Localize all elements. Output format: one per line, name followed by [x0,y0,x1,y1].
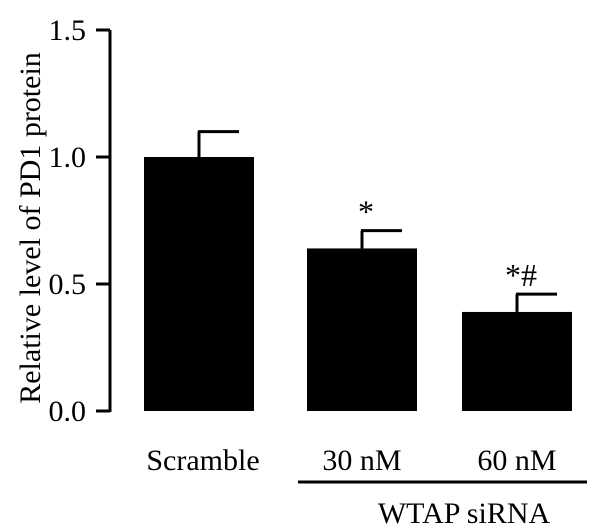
bar [144,157,254,411]
category-label: 30 nM [322,444,401,477]
significance-mark: * [358,194,374,230]
y-ticks: 0.0 0.5 1.0 1.5 [49,14,110,428]
significance-mark: *# [505,257,537,293]
x-tick-labels: Scramble 30 nM 60 nM [146,444,556,477]
y-tick-label: 0.0 [49,395,87,428]
y-axis-title: Relative level of PD1 protein [14,52,47,404]
category-label: Scramble [146,444,259,477]
category-label: 60 nM [477,444,556,477]
bar [462,311,572,411]
group-label: WTAP siRNA [378,497,551,529]
bars: * *# [144,130,572,411]
y-tick-label: 0.5 [49,268,87,301]
y-tick-label: 1.5 [49,14,87,47]
bar [307,248,417,411]
y-tick-label: 1.0 [49,141,87,174]
